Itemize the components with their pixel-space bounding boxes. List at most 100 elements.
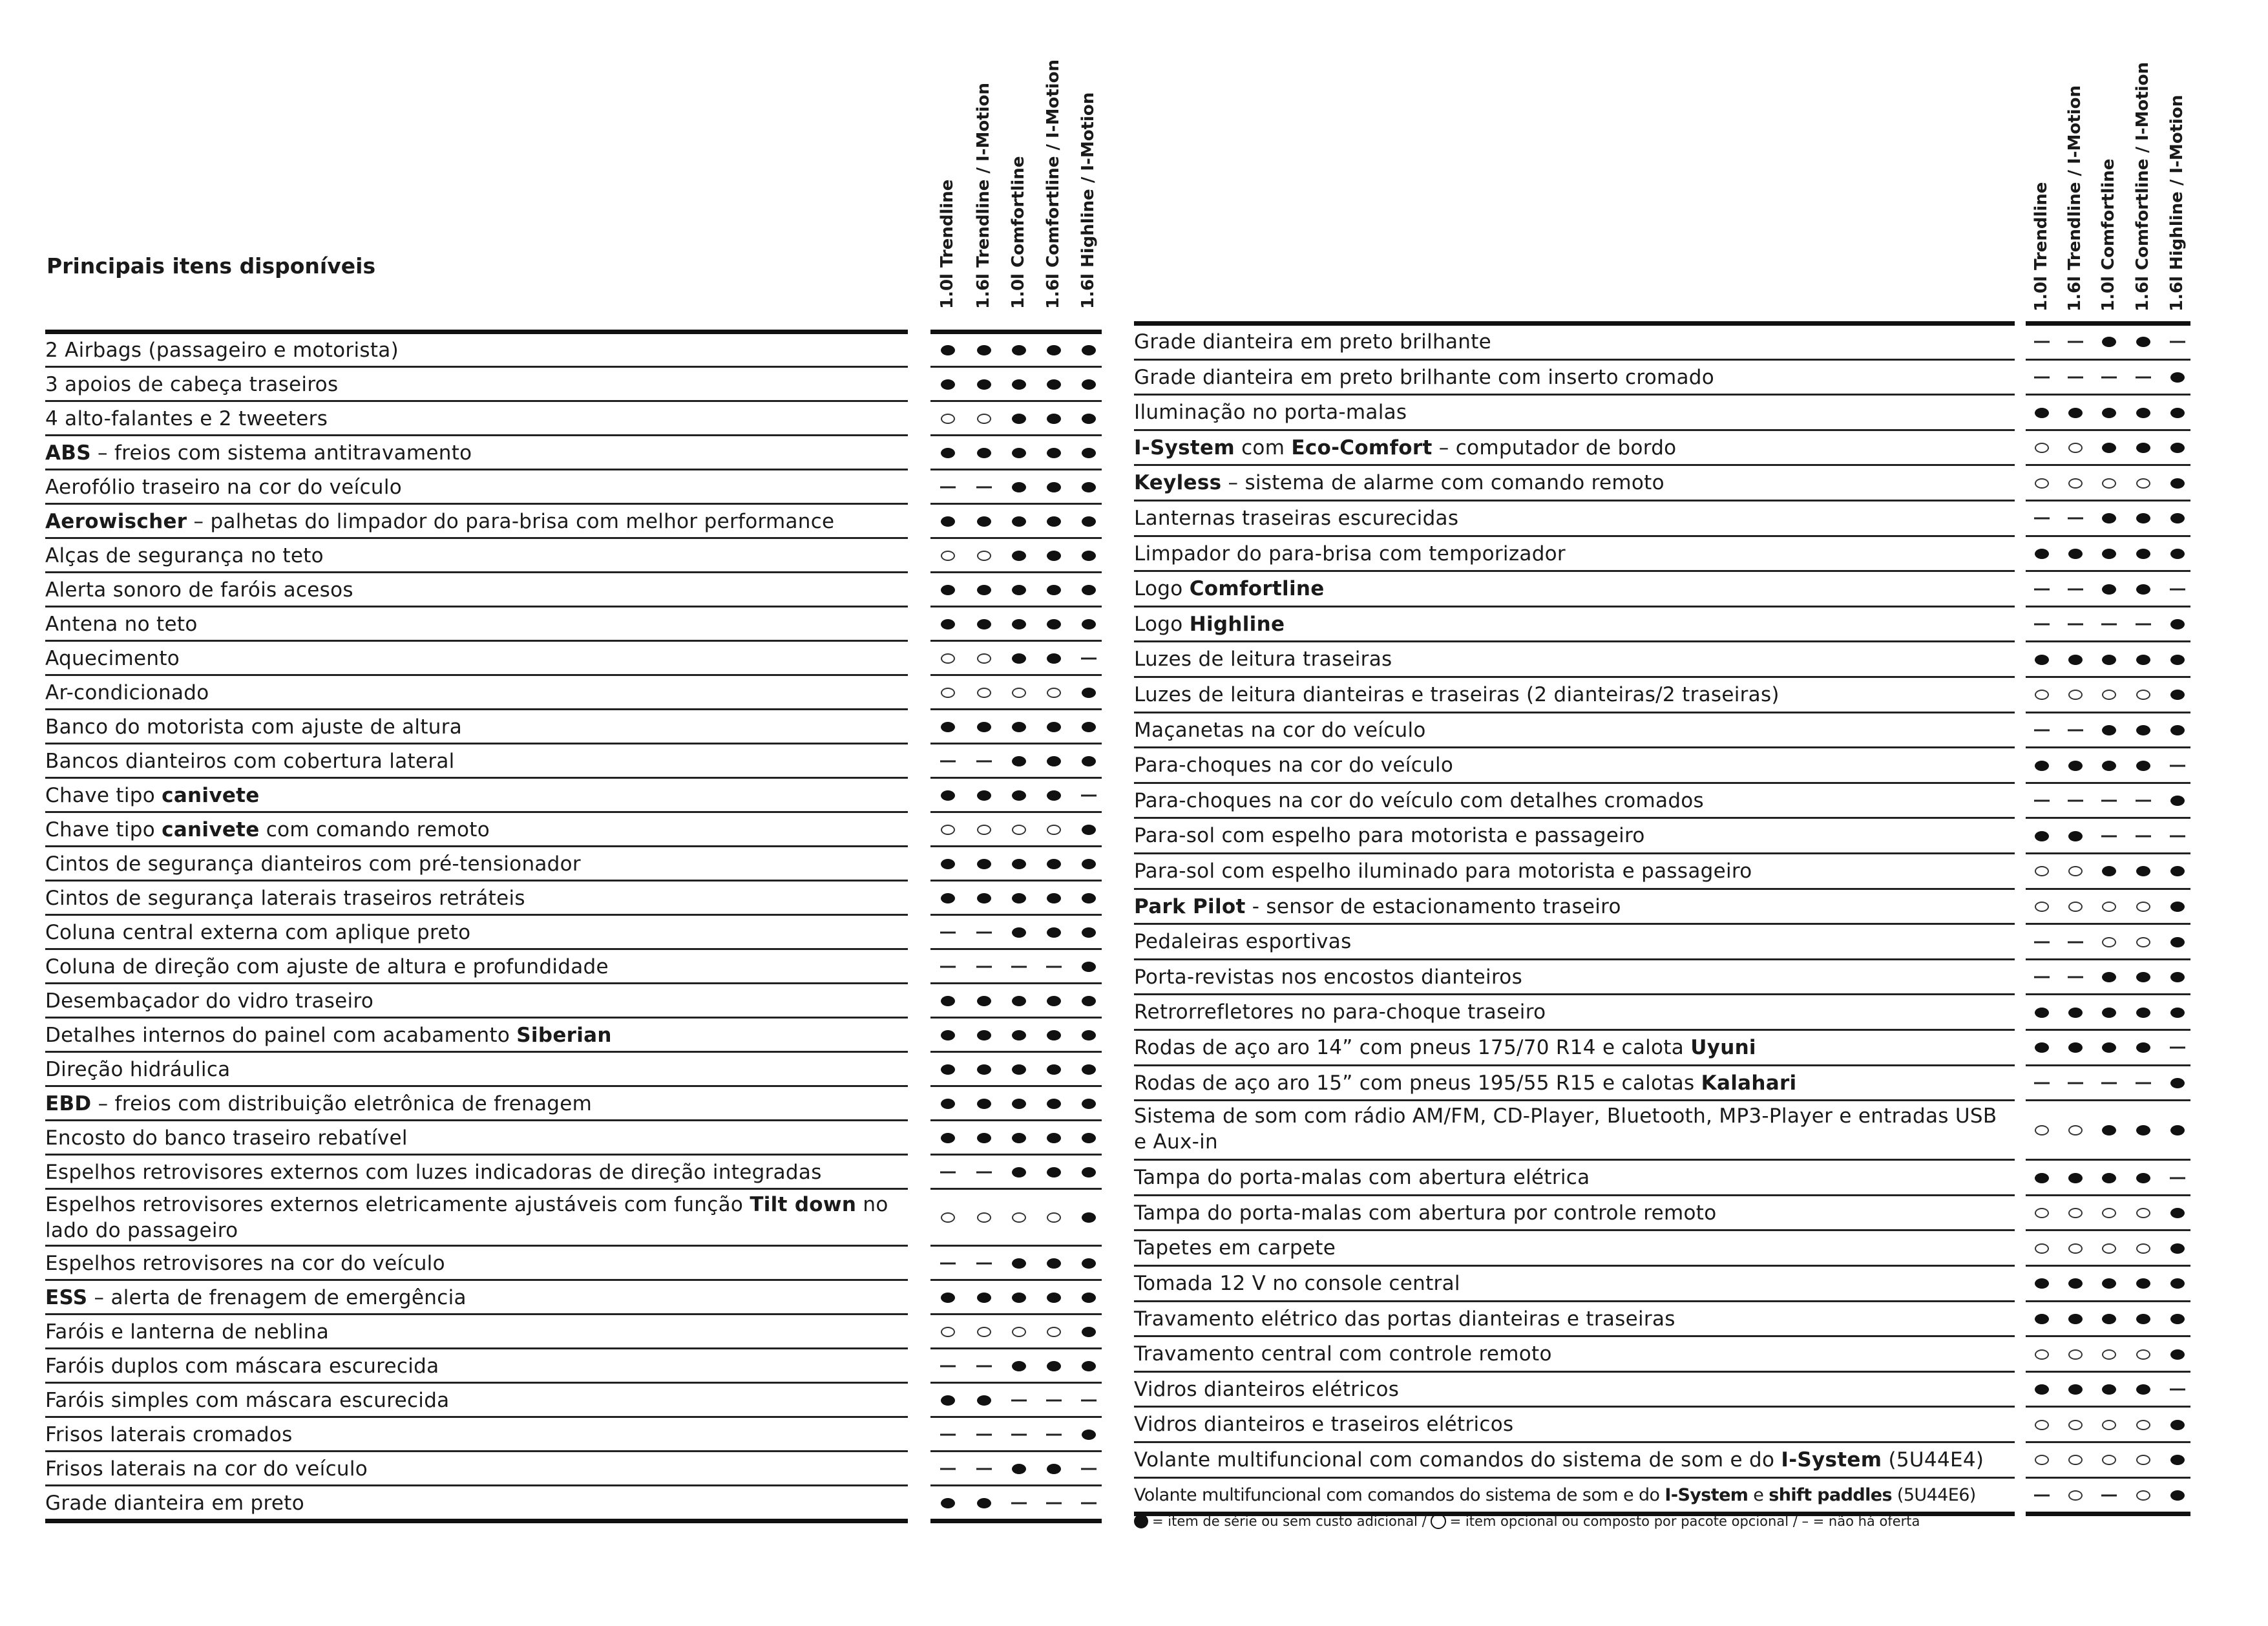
filled-dot-icon (2068, 1278, 2083, 1289)
dash-icon (1011, 1502, 1027, 1504)
row-divider (1134, 781, 2015, 784)
filled-dot-icon (977, 1292, 991, 1303)
row-divider (1134, 711, 2015, 713)
open-circle-icon (2035, 1419, 2049, 1430)
filled-dot-icon (941, 858, 955, 869)
filled-dot-icon (2136, 1384, 2150, 1395)
feature-text: Tapetes em carpete (1134, 1236, 1336, 1260)
dash-icon (2101, 623, 2117, 626)
filled-dot-icon (2170, 478, 2185, 489)
row-divider (930, 708, 1102, 710)
row-divider (2026, 1476, 2190, 1479)
row-divider (2026, 746, 2190, 749)
feature-text: 4 alto-falantes e 2 tweeters (45, 407, 328, 430)
feature-text: Volante multifuncional com comandos do s… (1134, 1484, 1665, 1505)
filled-dot-icon (2170, 972, 2185, 983)
row-divider (1134, 993, 2015, 996)
feature-highlight: canivete (162, 818, 260, 841)
feature-text: Aquecimento (45, 647, 180, 670)
row-divider (2026, 1159, 2190, 1161)
feature-label: Park Pilot - sensor de estacionamento tr… (1134, 894, 2002, 920)
dash-icon (2170, 1177, 2185, 1179)
row-divider (2026, 923, 2190, 925)
feature-highlight: I-System (1664, 1484, 1748, 1505)
row-divider (2026, 1099, 2190, 1102)
open-circle-icon (2035, 1208, 2049, 1219)
filled-dot-icon (1047, 755, 1061, 766)
feature-text: Coluna central externa com aplique preto (45, 921, 471, 944)
filled-dot-icon (2170, 619, 2185, 630)
row-divider (930, 880, 1102, 882)
row-divider (2026, 1029, 2190, 1031)
feature-label: Luzes de leitura dianteiras e traseiras … (1134, 682, 2002, 708)
filled-dot-icon (1082, 858, 1096, 869)
filled-dot-icon (941, 1064, 955, 1075)
filled-dot-icon (1082, 721, 1096, 732)
filled-dot-icon (941, 1132, 955, 1143)
filled-dot-icon (2102, 337, 2116, 348)
filled-dot-icon (1012, 1292, 1026, 1303)
row-divider (1134, 923, 2015, 925)
row-divider (930, 434, 1102, 436)
feature-text: Frisos laterais cromados (45, 1423, 293, 1446)
filled-dot-icon (2068, 407, 2083, 418)
row-divider (1134, 1335, 2015, 1338)
dash-icon (940, 1365, 956, 1367)
filled-dot-icon (2170, 1007, 2185, 1018)
feature-highlight: Park Pilot (1134, 894, 1246, 918)
row-divider (2026, 781, 2190, 784)
feature-text: – freios com sistema antitravamento (90, 441, 472, 465)
feature-text: Pedaleiras esportivas (1134, 930, 1352, 954)
feature-text: Para-choques na cor do veículo com detal… (1134, 788, 1705, 812)
open-circle-icon (2136, 1455, 2150, 1466)
filled-dot-icon (2102, 443, 2116, 454)
filled-dot-icon (1012, 1098, 1026, 1109)
feature-label: Antena no teto (45, 611, 895, 637)
feature-text: Grade dianteira em preto (45, 1492, 304, 1515)
feature-highlight: Siberian (516, 1024, 612, 1047)
filled-dot-icon (2102, 584, 2116, 595)
feature-text: (5U44E6) (1891, 1484, 1976, 1505)
feature-label: Logo Comfortline (1134, 576, 2002, 602)
row-divider (930, 1450, 1102, 1452)
dash-icon (2034, 1082, 2050, 1084)
row-divider (930, 1416, 1102, 1418)
filled-dot-icon (1012, 1463, 1026, 1474)
open-circle-icon (941, 653, 955, 664)
filled-dot-icon (977, 858, 991, 869)
feature-highlight: Kalahari (1701, 1071, 1797, 1095)
filled-dot-icon (1047, 413, 1061, 424)
dash-icon (976, 1171, 992, 1173)
filled-dot-icon (977, 516, 991, 527)
feature-highlight: Eco-Comfort (1291, 436, 1433, 459)
filled-dot-icon (2102, 1278, 2116, 1289)
dash-icon (2068, 941, 2083, 943)
feature-label: Chave tipo canivete com comando remoto (45, 817, 895, 843)
open-circle-icon (941, 824, 955, 835)
dash-icon (2136, 835, 2151, 838)
filled-dot-icon (2136, 548, 2150, 559)
open-circle-icon (1047, 824, 1061, 835)
filled-dot-icon (2136, 866, 2150, 877)
filled-dot-icon (977, 1098, 991, 1109)
row-divider (45, 503, 908, 505)
filled-dot-icon (1012, 1360, 1026, 1371)
row-divider (45, 1416, 908, 1418)
filled-dot-icon (1012, 618, 1026, 629)
feature-text: Direção hidráulica (45, 1058, 231, 1081)
filled-dot-icon (2170, 654, 2185, 665)
row-divider (930, 537, 1102, 539)
row-divider (2026, 1370, 2190, 1373)
filled-dot-icon (1012, 858, 1026, 869)
feature-text: Cintos de segurança dianteiros com pré-t… (45, 852, 581, 876)
row-divider (45, 914, 908, 916)
row-divider (930, 606, 1102, 607)
feature-highlight: Keyless (1134, 471, 1222, 495)
dash-icon (976, 760, 992, 762)
dash-icon (2034, 729, 2050, 732)
row-divider (45, 606, 908, 607)
filled-dot-icon (941, 584, 955, 595)
feature-label: 4 alto-falantes e 2 tweeters (45, 406, 895, 432)
filled-dot-icon (1047, 516, 1061, 527)
open-circle-icon (2035, 1125, 2049, 1136)
